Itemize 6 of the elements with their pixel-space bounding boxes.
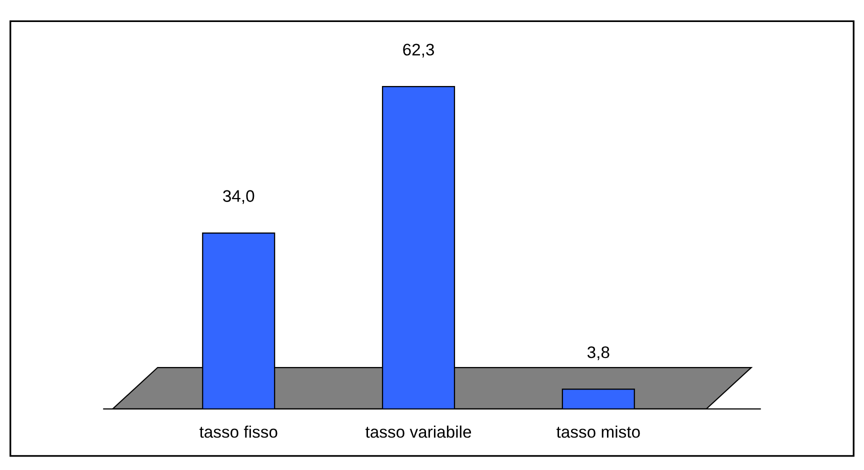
data-label: 3,8: [587, 346, 610, 360]
data-label: 62,3: [403, 44, 434, 58]
x-tick-label: tasso fisso: [199, 426, 278, 438]
x-tick-label: tasso variabile: [365, 426, 472, 438]
x-tick-label: tasso misto: [556, 426, 640, 438]
data-label: 34,0: [223, 190, 254, 204]
